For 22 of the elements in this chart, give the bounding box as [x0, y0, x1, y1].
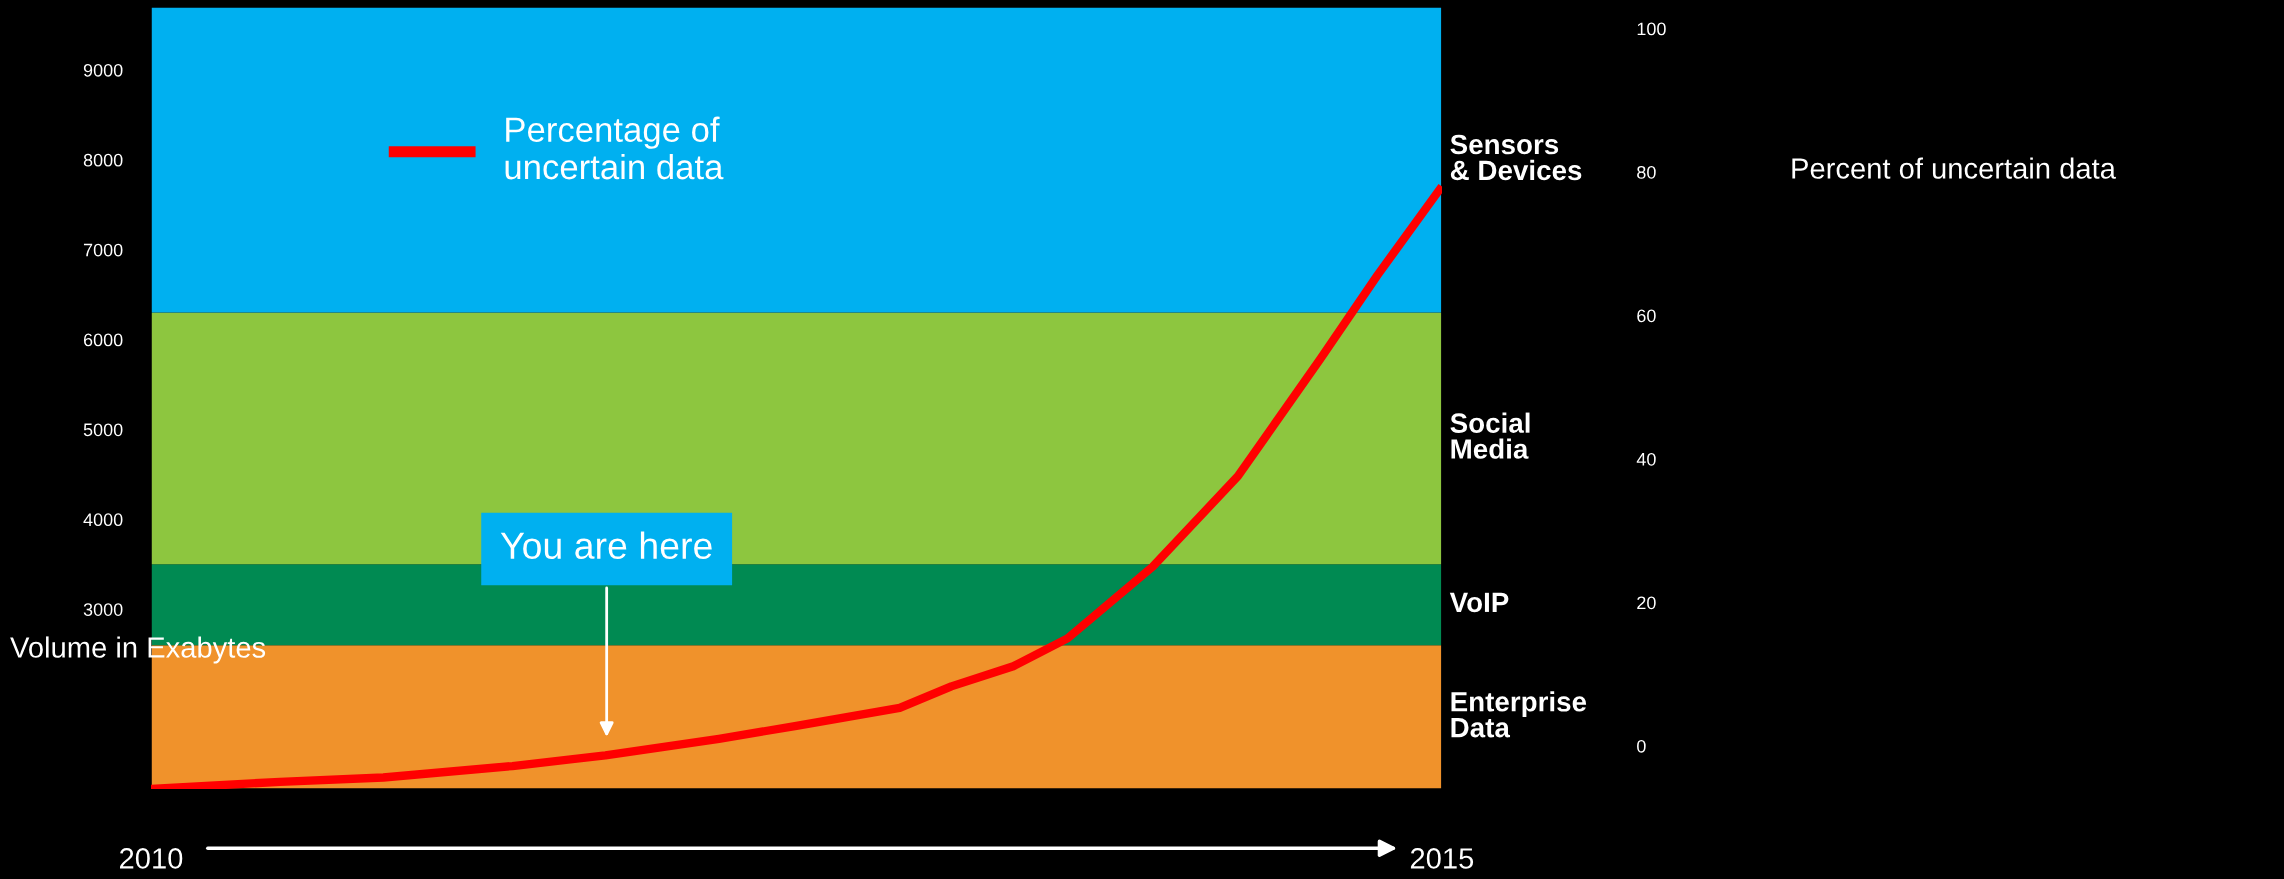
- y-tick-label: 9000: [83, 63, 123, 77]
- y2-tick-label: 20: [1637, 596, 1656, 610]
- x-tick-label: 2010: [120, 848, 183, 869]
- y2-tick-label: 100: [1637, 22, 1666, 36]
- band-label: Sensors & Devices: [1450, 134, 1582, 181]
- y-tick-label: 6000: [83, 333, 123, 347]
- band-label: VoIP: [1449, 592, 1509, 613]
- y-tick-label: 5000: [83, 423, 123, 437]
- y2-axis-title: Percent of uncertain data: [1792, 157, 2116, 179]
- y-tick-label: 8000: [83, 153, 123, 167]
- y-tick-label: 4000: [83, 513, 123, 527]
- y2-tick-label: 0: [1637, 739, 1646, 753]
- y-tick-label: 3000: [83, 603, 123, 616]
- y2-tick-label: 80: [1637, 165, 1656, 179]
- band-label: Enterprise Data: [1451, 691, 1587, 738]
- annotation: You are here: [500, 531, 712, 559]
- y2-tick-label: 40: [1636, 452, 1656, 466]
- legend-label: Percentage of uncertain data: [505, 116, 724, 180]
- x-tick-label: 2015: [1410, 848, 1474, 869]
- y-tick-label: 7000: [83, 243, 123, 257]
- band-label: Social Media: [1450, 412, 1530, 459]
- y2-tick-label: 60: [1637, 309, 1656, 323]
